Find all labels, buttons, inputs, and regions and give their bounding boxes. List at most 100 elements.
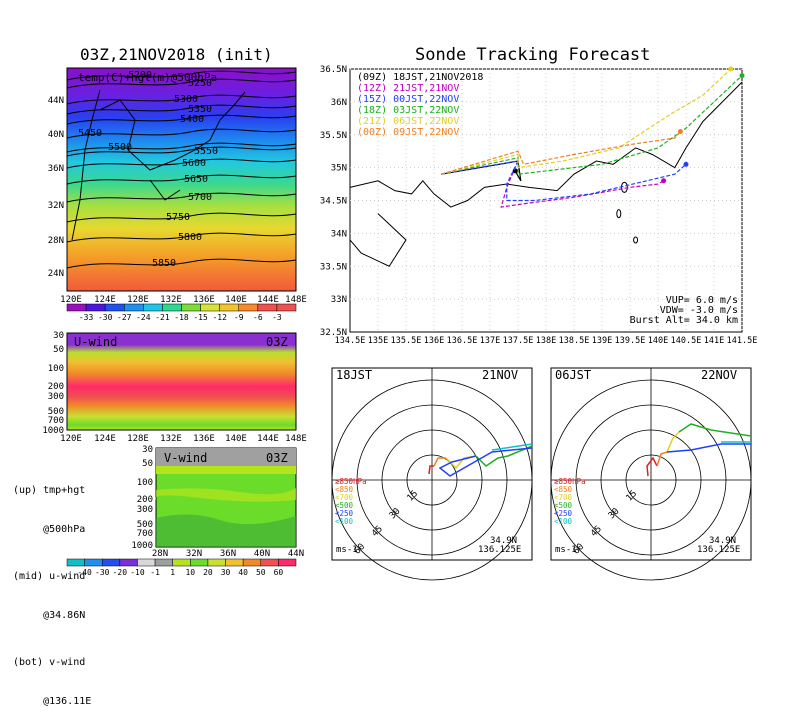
hodo-left-unit: ms-1: [336, 545, 358, 555]
track-lat-tick: 36N: [331, 98, 347, 108]
map-lat-tick: 28N: [48, 236, 64, 246]
hodograph-level-label: ≥850hPa: [554, 477, 586, 486]
track-lat-tick: 34N: [331, 229, 347, 239]
u-pressure-tick: 30: [53, 331, 64, 341]
map-lat-tick: 24N: [48, 269, 64, 279]
contour-label: 5200: [128, 70, 152, 81]
u-pressure-tick: 300: [48, 392, 64, 402]
u-pressure-tick: 50: [53, 345, 64, 355]
u-pressure-tick: 700: [48, 416, 64, 426]
hodo-right-date: 22NOV: [701, 368, 738, 382]
contour-label: 5700: [188, 192, 212, 203]
colorbar-swatch: [225, 558, 244, 567]
track-series: [440, 68, 732, 175]
colorbar-swatch: [172, 558, 191, 567]
colorbar-tick: -6: [253, 313, 263, 322]
temperature-colorbar: -33 -30 -27 -24 -21 -18 -15 -12 -9 -6 -3: [66, 303, 297, 322]
colorbar-tick: -30: [98, 313, 113, 322]
contour-label: 5350: [188, 104, 212, 115]
hodograph-trace: [646, 456, 658, 477]
map-lon-tick: 120E: [60, 295, 82, 305]
track-lon-tick: 138E: [536, 336, 556, 346]
colorbar-swatch: [143, 303, 163, 312]
track-lon-tick: 136.5E: [447, 336, 478, 346]
panel-notes: (up) tmp+hgt @500hPa (mid) u-wind @34.86…: [13, 458, 91, 721]
track-lat-tick: 34.5N: [320, 197, 347, 207]
u-pressure-tick: 200: [48, 382, 64, 392]
colorbar-tick: -27: [117, 313, 132, 322]
u-pressure-tick: 100: [48, 364, 64, 374]
colorbar-tick: -10: [130, 568, 145, 577]
height-contour: [66, 128, 297, 139]
colorbar-swatch: [219, 303, 240, 312]
contour-label: 5250: [188, 78, 212, 89]
track-lon-tick: 135E: [368, 336, 388, 346]
v-pressure-tick: 300: [137, 505, 153, 515]
v-lat-tick: 44N: [288, 549, 304, 559]
track-lat-tick: 33N: [331, 295, 347, 305]
colorbar-tick: -21: [155, 313, 170, 322]
coast-line: [349, 213, 407, 267]
colorbar-swatch: [154, 558, 173, 567]
info-vup: VUP= 6.0 m/s: [665, 295, 738, 306]
u-wind-time: 03Z: [266, 335, 288, 349]
contour-label: 5550: [194, 146, 218, 157]
hodograph-trace: [678, 423, 752, 437]
tracking-legend: (09Z) 18JST,21NOV2018 (12Z) 21JST,21NOV (1…: [357, 72, 483, 138]
colorbar-tick: 10: [185, 568, 195, 577]
height-contour: [66, 192, 297, 203]
coast-line: [349, 81, 743, 208]
height-contour: [66, 104, 297, 115]
v-pressure-tick: 30: [142, 445, 153, 455]
map-coastline: [71, 89, 246, 241]
hodo-left-lon: 136.125E: [478, 545, 522, 555]
height-contour: [66, 258, 297, 269]
hodo-right-unit: ms-1: [555, 545, 577, 555]
colorbar-swatch: [257, 303, 278, 312]
legend-entry: (00Z) 09JST,22NOV: [357, 127, 460, 138]
u-wind-label: U-wind: [74, 335, 118, 349]
hodo-left-lat: 34.9N: [490, 536, 518, 546]
colorbar-tick: 1: [170, 568, 175, 577]
colorbar-tick: -18: [174, 313, 189, 322]
island: [616, 209, 622, 219]
height-contour: [66, 146, 297, 157]
note-bot-lon: @136.11E: [13, 696, 92, 707]
u-lon-tick: 148E: [285, 434, 307, 444]
track-series: [440, 131, 681, 175]
colorbar-tick: -40: [77, 568, 92, 577]
track-lon-tick: 134.5E: [335, 336, 366, 346]
contour-label: 5850: [152, 258, 176, 269]
colorbar-tick: -24: [136, 313, 151, 322]
colorbar-swatch: [200, 303, 220, 312]
hodograph-trace: [475, 445, 533, 467]
colorbar-tick: -30: [95, 568, 110, 577]
u-lon-tick: 132E: [160, 434, 182, 444]
map-lon-tick: 124E: [94, 295, 116, 305]
colorbar-swatch: [119, 558, 138, 567]
track-lon-tick: 139E: [592, 336, 612, 346]
hodograph-level-label: <100: [335, 517, 354, 526]
colorbar-swatch: [137, 558, 156, 567]
v-pressure-tick: 50: [142, 459, 153, 469]
v-lat-tick: 32N: [186, 549, 202, 559]
track-lon-tick: 140.5E: [671, 336, 702, 346]
colorbar-tick: -20: [113, 568, 128, 577]
contour-label: 5300: [174, 94, 198, 105]
colorbar-swatch: [260, 558, 279, 567]
hodograph-level-label: <700: [554, 493, 573, 502]
v-wind-time: 03Z: [266, 451, 288, 465]
track-lon-tick: 141E: [704, 336, 724, 346]
height-contour: [66, 114, 297, 125]
height-contour: [66, 142, 297, 153]
hodograph-trace: [438, 447, 533, 477]
track-end-point: [728, 66, 734, 72]
hodo-left-time: 18JST: [336, 368, 373, 382]
colorbar-swatch: [242, 558, 262, 567]
u-lon-tick: 124E: [94, 434, 116, 444]
hodo-left-date: 21NOV: [482, 368, 519, 382]
track-lon-tick: 141.5E: [727, 336, 758, 346]
colorbar-swatch: [207, 558, 226, 567]
map-lat-tick: 36N: [48, 164, 64, 174]
